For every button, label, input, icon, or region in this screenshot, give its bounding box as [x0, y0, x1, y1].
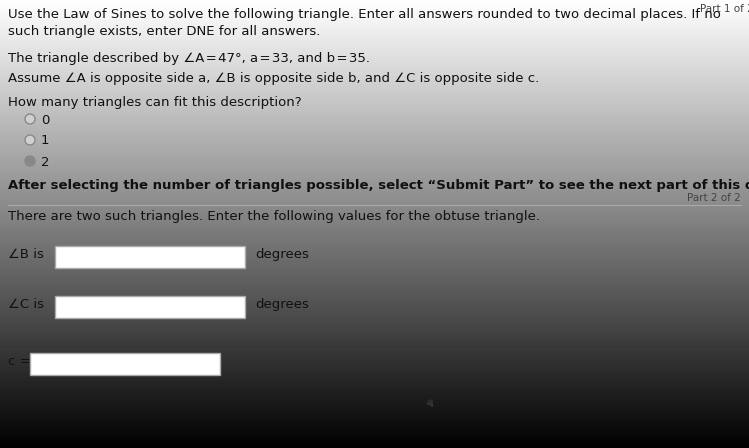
Text: degrees: degrees [255, 298, 309, 311]
Text: 2: 2 [41, 155, 49, 168]
FancyBboxPatch shape [55, 246, 245, 268]
Text: ∠B is: ∠B is [8, 248, 44, 261]
Text: Part 2 of 2: Part 2 of 2 [688, 193, 741, 203]
FancyBboxPatch shape [30, 353, 220, 375]
Text: 1: 1 [41, 134, 49, 147]
Text: After selecting the number of triangles possible, select “Submit Part” to see th: After selecting the number of triangles … [8, 179, 749, 192]
Text: Use the Law of Sines to solve the following triangle. Enter all answers rounded : Use the Law of Sines to solve the follow… [8, 8, 721, 38]
Text: The triangle described by ∠A = 47°, a = 33, and b = 35.: The triangle described by ∠A = 47°, a = … [8, 52, 370, 65]
Text: Assume ∠A is opposite side a, ∠B is opposite side b, and ∠C is opposite side c.: Assume ∠A is opposite side a, ∠B is oppo… [8, 72, 539, 85]
Circle shape [25, 156, 35, 166]
FancyBboxPatch shape [55, 296, 245, 318]
Circle shape [25, 114, 35, 124]
Text: Part 1 of 2: Part 1 of 2 [700, 4, 749, 14]
Text: c =: c = [8, 355, 31, 368]
Circle shape [25, 135, 35, 145]
Text: ∠C is: ∠C is [8, 298, 44, 311]
Text: How many triangles can fit this description?: How many triangles can fit this descript… [8, 96, 302, 109]
Text: degrees: degrees [255, 248, 309, 261]
Text: There are two such triangles. Enter the following values for the obtuse triangle: There are two such triangles. Enter the … [8, 210, 540, 223]
Text: 0: 0 [41, 113, 49, 126]
